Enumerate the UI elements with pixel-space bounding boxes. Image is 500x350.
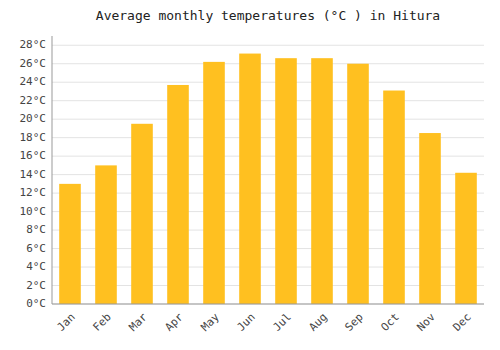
grid-line	[52, 82, 484, 83]
x-tick-label: Jan	[55, 311, 78, 334]
x-tick-label: Feb	[91, 311, 114, 334]
bar	[59, 184, 81, 304]
x-tick-label: Nov	[415, 310, 439, 334]
bar	[275, 58, 297, 304]
x-axis-line	[52, 304, 484, 305]
x-axis: Jan Feb Mar Apr May Jun Jul Aug Sep Oct Nov Dec	[52, 304, 484, 334]
grid-line	[52, 45, 484, 46]
x-tick-label: Jul	[271, 311, 294, 334]
x-tick-label: Aug	[307, 311, 330, 334]
bar	[455, 173, 477, 304]
chart-title: Average monthly temperatures (°C ) in Hi…	[96, 8, 440, 23]
grid-line	[52, 63, 484, 64]
bar	[383, 91, 405, 304]
grid-line	[52, 119, 484, 120]
x-tick-label: May	[199, 310, 223, 334]
y-axis: 0°C 2°C 4°C 6°C 8°C 10°C 12°C 14°C 16°C 18°C 20°C 2…	[20, 36, 53, 310]
y-tick-label: 14°C	[20, 168, 47, 181]
x-tick-label: Mar	[127, 310, 151, 334]
y-tick-label: 20°C	[20, 112, 47, 125]
y-tick-label: 16°C	[20, 149, 47, 162]
chart-container: Average monthly temperatures (°C ) in Hi…	[0, 0, 500, 350]
x-tick-label: Dec	[451, 311, 474, 334]
bar	[131, 124, 153, 304]
grid	[52, 45, 484, 304]
y-tick-label: 26°C	[20, 57, 47, 70]
chart-svg: Average monthly temperatures (°C ) in Hi…	[0, 0, 500, 350]
x-tick-label: Oct	[379, 311, 402, 334]
bar	[167, 85, 189, 304]
y-tick-label: 10°C	[20, 205, 47, 218]
bar	[419, 133, 441, 304]
y-tick-label: 22°C	[20, 94, 47, 107]
x-tick-label: Apr	[163, 310, 187, 334]
bar	[203, 62, 225, 304]
y-tick-label: 24°C	[20, 75, 47, 88]
y-tick-label: 4°C	[26, 260, 46, 273]
y-tick-label: 2°C	[26, 279, 46, 292]
bars	[59, 54, 477, 304]
x-tick-label: Jun	[235, 311, 258, 334]
y-tick-label: 28°C	[20, 38, 47, 51]
bar	[347, 64, 369, 304]
bar	[95, 165, 117, 304]
y-tick-label: 6°C	[26, 242, 46, 255]
y-tick-label: 18°C	[20, 131, 47, 144]
y-tick-label: 12°C	[20, 186, 47, 199]
grid-line	[52, 304, 484, 305]
grid-line	[52, 100, 484, 101]
y-tick-label: 8°C	[26, 223, 46, 236]
y-axis-line	[52, 36, 53, 304]
bar	[311, 58, 333, 304]
bar	[239, 54, 261, 304]
y-tick-label: 0°C	[26, 297, 46, 310]
x-tick-label: Sep	[343, 311, 366, 334]
